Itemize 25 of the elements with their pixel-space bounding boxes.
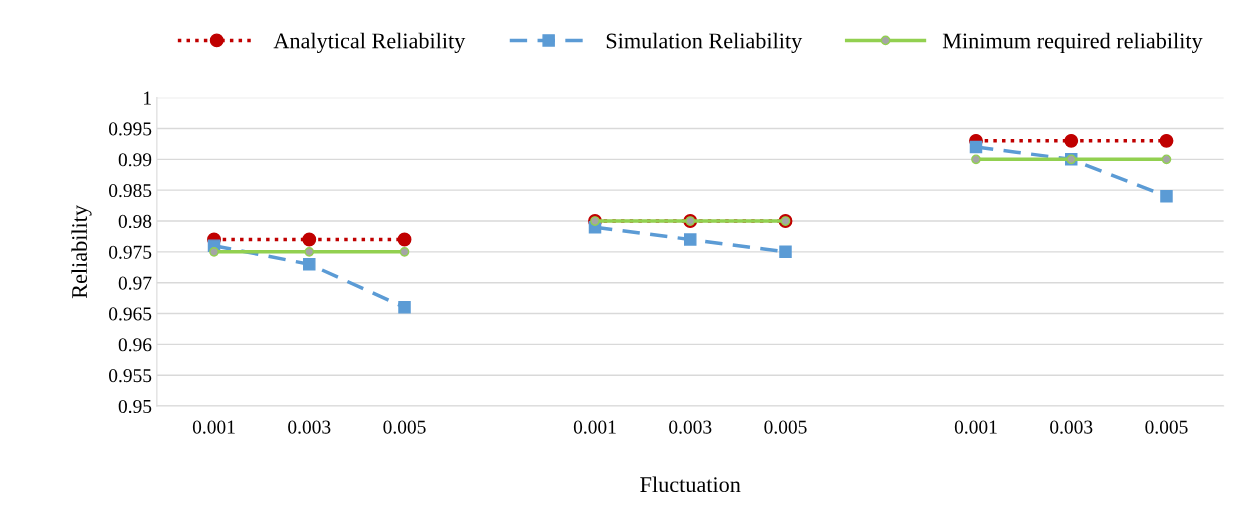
- y-tick-label: 1: [144, 91, 151, 105]
- x-tick-label: 0.001: [573, 420, 616, 434]
- y-tick-label: 0.98: [118, 214, 152, 229]
- x-tick-label: 0.001: [954, 420, 997, 434]
- x-tick-label: 0.003: [1050, 420, 1093, 434]
- y-tick-label: 0.95: [118, 399, 152, 414]
- x-tick-label: 0.005: [1145, 420, 1188, 434]
- y-axis-title: Reliability: [71, 205, 92, 299]
- legend-label: Simulation Reliability: [606, 32, 803, 53]
- y-tick-label: 0.975: [109, 245, 152, 259]
- legend-label: Minimum required reliability: [942, 32, 1203, 53]
- y-tick-label: 0.995: [109, 122, 152, 136]
- x-tick-label: 0.005: [764, 420, 807, 434]
- legend-label: Analytical Reliability: [273, 32, 466, 53]
- x-tick-label: 0.005: [383, 420, 426, 434]
- y-tick-label: 0.965: [109, 307, 152, 321]
- y-tick-label: 0.96: [118, 338, 152, 352]
- y-tick-label: 0.97: [118, 276, 152, 290]
- y-tick-label: 0.955: [109, 369, 152, 383]
- x-tick-label: 0.001: [192, 420, 235, 434]
- x-axis-title: Fluctuation: [640, 476, 741, 493]
- y-tick-label: 0.985: [109, 184, 152, 198]
- x-tick-label: 0.003: [288, 420, 331, 434]
- y-tick-label: 0.99: [118, 153, 152, 167]
- x-tick-label: 0.003: [669, 420, 712, 434]
